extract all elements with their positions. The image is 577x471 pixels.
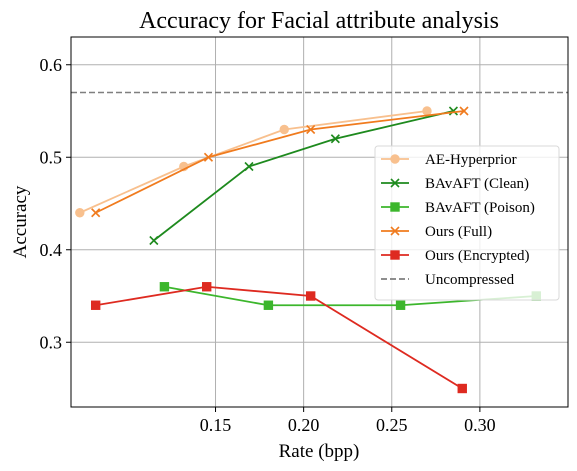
legend-swatch-marker xyxy=(390,250,400,260)
data-point-ours-full-stroke xyxy=(203,152,214,162)
data-point-bavaft-clean-stroke xyxy=(244,161,254,172)
legend-label: BAvAFT (Poison) xyxy=(425,200,535,216)
legend-swatch-marker xyxy=(390,154,400,164)
legend: AE-Hyperprior BAvAFT (Clean) BAvAFT (Poiso… xyxy=(374,145,560,301)
series-line-ours-encrypted xyxy=(95,285,463,390)
y-axis-label: Accuracy xyxy=(10,185,31,258)
legend-label: Ours (Encrypted) xyxy=(425,248,530,264)
legend-label: AE-Hyperprior xyxy=(425,152,517,168)
y-tick-label: 0.6 xyxy=(40,55,63,75)
legend-swatch-marker-stroke xyxy=(390,178,400,188)
legend-entry-ours-encrypted: Ours (Encrypted) xyxy=(381,248,530,264)
legend-swatch-marker xyxy=(390,226,400,236)
chart-title: Accuracy for Facial attribute analysis xyxy=(139,8,499,34)
y-tick-label: 0.3 xyxy=(40,332,63,352)
data-point-ours-full xyxy=(91,208,101,218)
legend-entry-bavaft-poison: BAvAFT (Poison) xyxy=(381,200,535,216)
legend-swatch-marker xyxy=(390,178,400,188)
legend-label: BAvAFT (Clean) xyxy=(425,176,529,192)
legend-box xyxy=(374,145,560,301)
x-tick-label: 0.25 xyxy=(376,415,408,435)
data-point-ours-full-stroke xyxy=(306,124,316,135)
data-point-bavaft-clean-stroke xyxy=(448,106,459,116)
data-point-bavaft-clean xyxy=(448,106,459,116)
data-point-ae-hyperprior xyxy=(422,106,432,116)
data-point-ae-hyperprior xyxy=(75,208,85,218)
plot-frame xyxy=(70,36,569,408)
series-layer xyxy=(75,106,541,394)
legend-swatch-marker-stroke xyxy=(390,226,400,236)
x-tick-label: 0.30 xyxy=(464,415,496,435)
data-point-bavaft-clean xyxy=(244,161,254,172)
data-point-ours-encrypted xyxy=(202,282,212,292)
series-line-ours-full xyxy=(95,110,465,214)
data-point-bavaft-poison xyxy=(263,300,274,310)
data-point-ours-full xyxy=(203,152,214,162)
legend-label: Ours (Full) xyxy=(425,224,492,240)
x-tick-label: 0.15 xyxy=(200,415,232,435)
series-ours-encrypted xyxy=(90,282,467,394)
legend-entry-ae-hyperprior: AE-Hyperprior xyxy=(381,152,517,168)
legend-swatch-marker xyxy=(390,202,400,212)
data-point-bavaft-clean-stroke xyxy=(330,134,340,144)
data-point-ours-full xyxy=(306,124,316,135)
data-point-ours-full xyxy=(459,106,469,116)
data-point-ours-encrypted xyxy=(457,383,467,394)
series-bavaft-clean xyxy=(149,106,459,246)
series-line-bavaft-clean xyxy=(153,110,454,242)
series-line-ae-hyperprior xyxy=(79,110,428,214)
data-point-ours-full-stroke xyxy=(91,208,101,218)
data-point-ours-encrypted xyxy=(305,291,316,301)
legend-label: Uncompressed xyxy=(425,272,515,288)
data-point-bavaft-clean xyxy=(149,235,159,246)
data-point-bavaft-clean xyxy=(330,134,340,144)
y-tick-label: 0.4 xyxy=(40,240,63,260)
x-axis-label: Rate (bpp) xyxy=(279,441,360,462)
y-tick-label: 0.5 xyxy=(40,147,63,167)
series-ours-full xyxy=(91,106,469,218)
data-point-bavaft-poison xyxy=(159,282,170,292)
tick-layer: 0.15 0.20 0.25 0.30 0.3 0.4 0.5 0.6 xyxy=(40,55,496,435)
x-tick-label: 0.20 xyxy=(288,415,320,435)
data-point-ours-encrypted xyxy=(90,300,101,310)
data-point-bavaft-clean-stroke xyxy=(149,235,159,246)
legend-entry-uncompressed: Uncompressed xyxy=(381,272,515,288)
series-line-bavaft-poison xyxy=(164,285,537,307)
data-point-bavaft-poison xyxy=(395,300,406,310)
legend-entry-ours-full: Ours (Full) xyxy=(381,224,492,240)
data-point-ours-full-stroke xyxy=(459,106,469,116)
legend-entry-bavaft-clean: BAvAFT (Clean) xyxy=(381,176,529,192)
data-point-ae-hyperprior xyxy=(279,124,289,135)
